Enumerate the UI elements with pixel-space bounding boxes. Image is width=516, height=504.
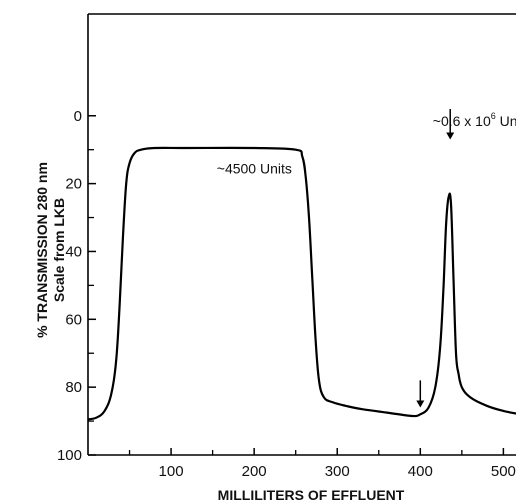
x-tick-label: 500 xyxy=(491,463,516,480)
series xyxy=(87,146,516,421)
axes xyxy=(87,13,516,456)
annotation-suffix: Units xyxy=(496,113,516,129)
arrow-head xyxy=(416,400,425,408)
y-axis-label-2: Scale from LKB xyxy=(51,198,67,302)
y-tick-label: 100 xyxy=(57,447,82,464)
arrow-head xyxy=(446,132,455,140)
x-tick-label: 400 xyxy=(408,463,433,480)
y-tick-label: 40 xyxy=(65,243,82,260)
x-tick-label: 100 xyxy=(159,463,184,480)
x-axis-label: MILLILITERS OF EFFLUENT xyxy=(218,487,405,503)
annotation-text: ~0.6 x 10 xyxy=(433,113,491,129)
y-axis-label: % TRANSMISSION 280 nm xyxy=(34,162,50,338)
y-tick-label: 60 xyxy=(65,311,82,328)
x-tick-label: 300 xyxy=(325,463,350,480)
annotation-text: ~4500 Units xyxy=(217,160,292,176)
y-tick-label: 0 xyxy=(74,108,82,125)
y-tick-label: 80 xyxy=(65,379,82,396)
annotation-superscript: 6 xyxy=(491,111,496,121)
annotation-label: ~0.6 x 106 Units xyxy=(433,111,516,129)
y-tick-label: 20 xyxy=(65,176,82,193)
annotations: ~4500 Units ~0.6 x 106 Units xyxy=(217,108,516,408)
ticks: 0 20 40 60 80 100 100 200 300 400 500 xyxy=(57,108,516,480)
x-tick-label: 200 xyxy=(242,463,267,480)
annotation-label: ~4500 Units xyxy=(217,160,292,176)
series-line xyxy=(87,146,516,421)
